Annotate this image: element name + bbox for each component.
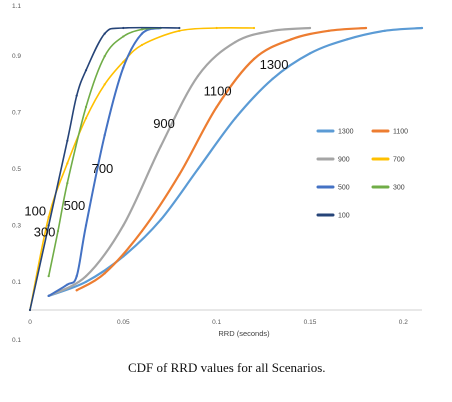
data-point-700 xyxy=(215,26,218,30)
cdf-chart: 0 0.05 0.1 0.15 0.2 0.1 0.3 0.5 0.7 0.9 0.1 1.1 RRD … xyxy=(12,3,424,344)
annotation-label: 500 xyxy=(64,198,86,213)
data-point-1100 xyxy=(252,57,256,61)
annotation-label: 1100 xyxy=(204,84,232,99)
y-tick-label: 0.7 xyxy=(12,110,21,117)
legend-label-500: 500 xyxy=(338,185,350,192)
data-point-900 xyxy=(308,26,312,30)
data-point-300 xyxy=(140,28,144,31)
annotation-label: 700 xyxy=(92,161,114,176)
data-point-1100 xyxy=(290,38,293,41)
annotation-label: 300 xyxy=(34,225,56,240)
x-tick-label: 0.05 xyxy=(117,319,130,326)
y-tick-label: 0.1 xyxy=(12,337,21,344)
data-point-1100 xyxy=(327,29,330,32)
y-tick-label: 0.1 xyxy=(12,279,21,286)
y-tick-label: 0.3 xyxy=(12,222,21,229)
legend-label-100: 100 xyxy=(338,213,350,220)
data-point-100 xyxy=(178,26,181,30)
x-tick-label: 0 xyxy=(28,319,32,326)
data-point-700 xyxy=(103,83,106,86)
data-point-100 xyxy=(84,69,88,72)
data-point-500 xyxy=(47,294,50,297)
data-point-1300 xyxy=(383,29,386,32)
legend-label-1100: 1100 xyxy=(393,129,408,136)
chart-annotations: 1300 1100 900 700 500 100 300 xyxy=(24,57,288,240)
series-line-500 xyxy=(47,27,162,297)
data-point-700 xyxy=(122,60,125,63)
legend-label-700: 700 xyxy=(393,157,405,164)
data-point-300 xyxy=(103,55,106,58)
series-line-900 xyxy=(47,26,312,297)
y-tick-label: 0.5 xyxy=(12,166,21,173)
data-point-300 xyxy=(122,35,125,38)
legend-label-300: 300 xyxy=(393,185,405,192)
data-point-900 xyxy=(234,41,237,44)
data-point-500 xyxy=(140,32,144,35)
data-point-100 xyxy=(75,94,78,97)
data-point-100 xyxy=(66,139,69,142)
chart-legend: 1300 1100 900 700 500 300 100 xyxy=(316,129,408,220)
data-point-300 xyxy=(56,229,60,233)
data-point-1100 xyxy=(103,272,106,275)
data-point-100 xyxy=(47,224,50,227)
data-point-900 xyxy=(159,145,162,148)
data-point-100 xyxy=(103,32,106,35)
legend-label-1300: 1300 xyxy=(338,129,354,136)
data-point-700 xyxy=(66,162,69,165)
data-point-700 xyxy=(84,117,88,120)
data-point-1300 xyxy=(420,26,424,30)
data-point-300 xyxy=(84,105,88,109)
data-point-1100 xyxy=(140,229,144,233)
chart-axes: 0 0.05 0.1 0.15 0.2 0.1 0.3 0.5 0.7 0.9 0.1 1.1 RRD … xyxy=(12,3,422,344)
data-point-1300 xyxy=(271,77,274,80)
data-point-300 xyxy=(66,182,69,185)
data-point-700 xyxy=(178,29,181,32)
chart-series-layer xyxy=(28,26,424,312)
legend-label-900: 900 xyxy=(338,157,350,164)
data-point-1100 xyxy=(215,105,218,109)
figure-caption: CDF of RRD values for all Scenarios. xyxy=(128,360,326,375)
data-point-700 xyxy=(140,43,144,47)
x-tick-label: 0.1 xyxy=(212,319,221,326)
data-point-500 xyxy=(75,275,78,278)
data-point-500 xyxy=(84,224,88,227)
annotation-label: 900 xyxy=(153,116,175,131)
data-point-1100 xyxy=(364,26,368,30)
x-tick-label: 0.2 xyxy=(399,319,408,326)
data-point-500 xyxy=(103,134,106,137)
data-point-700 xyxy=(252,26,256,30)
data-point-1300 xyxy=(84,280,88,283)
data-point-1300 xyxy=(196,167,200,171)
data-point-900 xyxy=(122,224,125,227)
y-tick-label: 0.9 xyxy=(12,53,21,60)
data-point-1300 xyxy=(346,38,349,41)
annotation-label: 1300 xyxy=(260,57,289,72)
data-point-700 xyxy=(47,215,50,219)
series-line-300 xyxy=(47,27,162,277)
annotation-label: 100 xyxy=(24,204,46,219)
data-point-900 xyxy=(84,275,88,278)
data-point-1100 xyxy=(178,173,181,176)
data-point-900 xyxy=(271,29,274,32)
series-line-700 xyxy=(29,26,255,311)
x-axis-title: RRD (seconds) xyxy=(218,329,270,338)
data-point-1300 xyxy=(308,52,312,55)
y-tick-label: 1.1 xyxy=(12,3,21,10)
data-point-1300 xyxy=(234,117,237,120)
data-point-300 xyxy=(47,275,50,278)
data-point-100 xyxy=(122,26,125,30)
x-tick-label: 0.15 xyxy=(304,319,317,326)
data-point-1300 xyxy=(159,218,162,221)
data-point-1100 xyxy=(75,289,78,292)
data-point-100 xyxy=(28,308,32,312)
data-point-900 xyxy=(196,74,200,78)
data-point-500 xyxy=(122,66,125,69)
data-point-500 xyxy=(66,283,69,286)
